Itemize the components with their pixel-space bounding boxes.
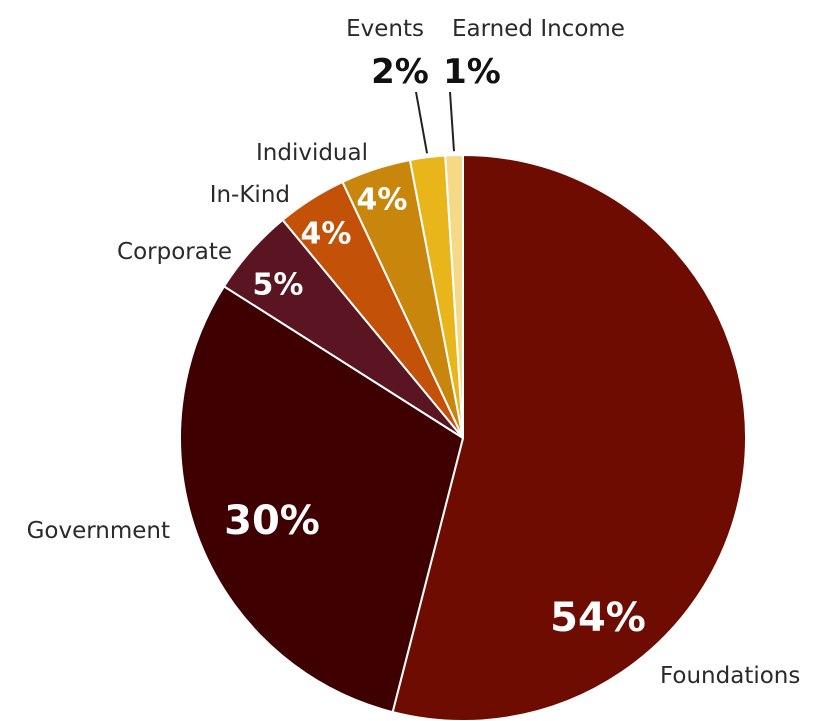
category-label-government: Government <box>27 518 170 544</box>
value-label-individual: 4% <box>357 183 408 218</box>
value-label-earned-income: 1% <box>443 52 501 92</box>
category-label-corporate: Corporate <box>117 239 232 265</box>
category-label-foundations: Foundations <box>660 663 800 689</box>
pie-slices <box>179 154 747 721</box>
category-label-events: Events <box>346 16 424 42</box>
pie-slice-foundations <box>391 154 747 721</box>
category-label-in-kind: In-Kind <box>210 182 290 208</box>
pie-slice-earned-income <box>444 154 464 439</box>
value-label-events: 2% <box>371 52 429 92</box>
pie-slice-government <box>179 285 464 714</box>
category-label-earned-income: Earned Income <box>452 16 625 42</box>
value-label-government: 30% <box>224 498 320 544</box>
value-label-in-kind: 4% <box>301 217 352 252</box>
leader-line-earned-income <box>449 91 455 152</box>
leader-lines <box>415 91 455 154</box>
value-label-foundations: 54% <box>550 595 646 641</box>
value-label-corporate: 5% <box>253 268 304 303</box>
leader-line-events <box>415 91 429 154</box>
category-label-individual: Individual <box>256 140 368 166</box>
